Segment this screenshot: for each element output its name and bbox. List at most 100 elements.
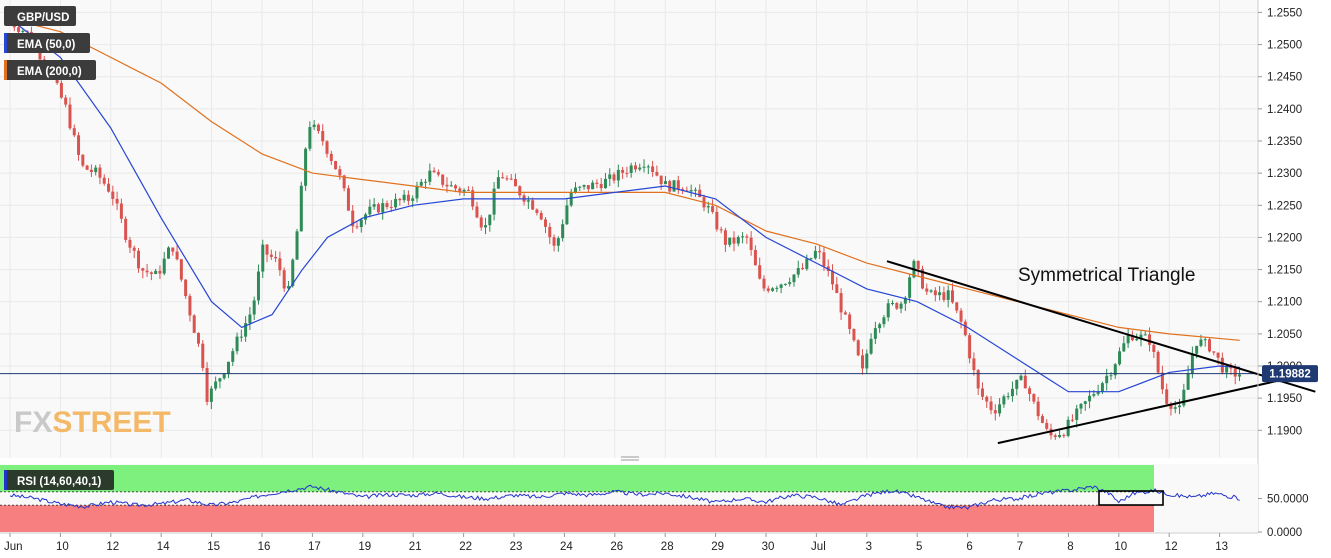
candle xyxy=(685,186,689,192)
candle xyxy=(355,222,359,230)
time-tick-label: 23 xyxy=(510,541,523,553)
candle xyxy=(441,174,445,188)
candle xyxy=(766,285,770,293)
candle xyxy=(621,166,625,179)
candle xyxy=(154,268,158,275)
candle xyxy=(239,329,243,342)
candle xyxy=(813,245,817,260)
candle xyxy=(848,312,852,335)
candle xyxy=(672,180,676,192)
candle xyxy=(252,296,256,320)
candle xyxy=(968,332,972,364)
candle xyxy=(556,236,560,252)
candle xyxy=(145,263,149,277)
candle xyxy=(149,271,153,281)
candle xyxy=(972,352,976,376)
candle xyxy=(831,264,835,290)
candle xyxy=(81,153,85,168)
candle xyxy=(372,198,376,210)
candle xyxy=(1053,433,1057,440)
time-axis: Jun 10 12 14 15 16 17 19 21 22 23 24 26 28 29 30 Jul 3 5 6 7… xyxy=(4,533,1228,553)
candle xyxy=(192,314,196,333)
candle xyxy=(265,244,269,263)
candle xyxy=(796,260,800,278)
candle xyxy=(85,164,89,171)
candle xyxy=(899,301,903,314)
price-tick-label: 1.2050 xyxy=(1267,329,1302,341)
candle xyxy=(544,217,547,234)
price-tick-label: 1.2500 xyxy=(1267,40,1302,52)
candle xyxy=(582,184,586,190)
candle xyxy=(689,184,693,197)
candle xyxy=(638,163,642,172)
candle xyxy=(1113,363,1117,379)
candle xyxy=(809,257,813,260)
candle xyxy=(998,398,1002,417)
candle xyxy=(843,310,847,315)
legend-ema200[interactable]: EMA (200,0) xyxy=(4,60,96,80)
candle xyxy=(955,302,959,314)
candle xyxy=(141,267,145,279)
candle xyxy=(552,234,556,252)
candle xyxy=(1023,369,1027,389)
candle xyxy=(406,190,410,206)
candle xyxy=(916,260,920,276)
candle xyxy=(509,174,513,181)
candle xyxy=(1062,433,1066,438)
candle xyxy=(985,395,989,409)
candle xyxy=(402,190,406,203)
candle xyxy=(1105,368,1109,391)
candle xyxy=(989,396,993,415)
candle xyxy=(1058,430,1062,439)
time-tick-label: 8 xyxy=(1067,541,1073,553)
candle xyxy=(359,217,363,233)
candle xyxy=(578,185,582,191)
candle xyxy=(561,219,565,242)
candle xyxy=(959,307,963,329)
candle xyxy=(299,181,303,232)
time-tick-label: Jun xyxy=(4,541,23,553)
candle xyxy=(291,258,295,288)
candle xyxy=(432,167,436,173)
price-tick-label: 1.2150 xyxy=(1267,265,1302,277)
candle xyxy=(209,385,213,410)
candle xyxy=(496,170,500,189)
candle xyxy=(1229,362,1233,375)
candle xyxy=(115,191,119,211)
candle xyxy=(856,339,860,357)
candle xyxy=(231,348,235,367)
candle xyxy=(1036,396,1040,421)
candle xyxy=(428,163,432,186)
time-tick-label: 24 xyxy=(560,541,573,553)
panel-resize-handle[interactable] xyxy=(621,456,639,461)
candle xyxy=(64,94,68,108)
candle xyxy=(736,235,740,247)
candle xyxy=(758,257,762,280)
candle xyxy=(1070,414,1074,423)
price-tick-label: 1.1950 xyxy=(1267,393,1302,405)
candle xyxy=(1028,386,1032,402)
candle xyxy=(873,321,877,345)
candle xyxy=(1190,346,1194,379)
current-price-badge: 1.19882 xyxy=(1262,365,1318,383)
legend-rsi[interactable]: RSI (14,60,40,1) xyxy=(4,470,114,490)
candle xyxy=(548,222,552,245)
legend-ema50[interactable]: EMA (50,0) xyxy=(4,33,90,53)
candle xyxy=(295,228,299,260)
candle xyxy=(591,180,595,190)
legend-symbol[interactable]: GBP/USD xyxy=(4,6,76,26)
candle xyxy=(329,150,333,165)
rsi-tick-label: 0.0000 xyxy=(1267,527,1302,539)
time-tick-label: 29 xyxy=(711,541,724,553)
candle xyxy=(158,265,162,279)
candle xyxy=(869,333,873,355)
candle xyxy=(852,328,856,342)
candle xyxy=(865,349,869,374)
candle xyxy=(942,286,946,303)
candle xyxy=(771,287,775,292)
candle xyxy=(501,172,505,179)
candle xyxy=(753,245,757,266)
candle xyxy=(132,245,136,259)
candle xyxy=(629,162,633,178)
candle xyxy=(723,227,727,252)
